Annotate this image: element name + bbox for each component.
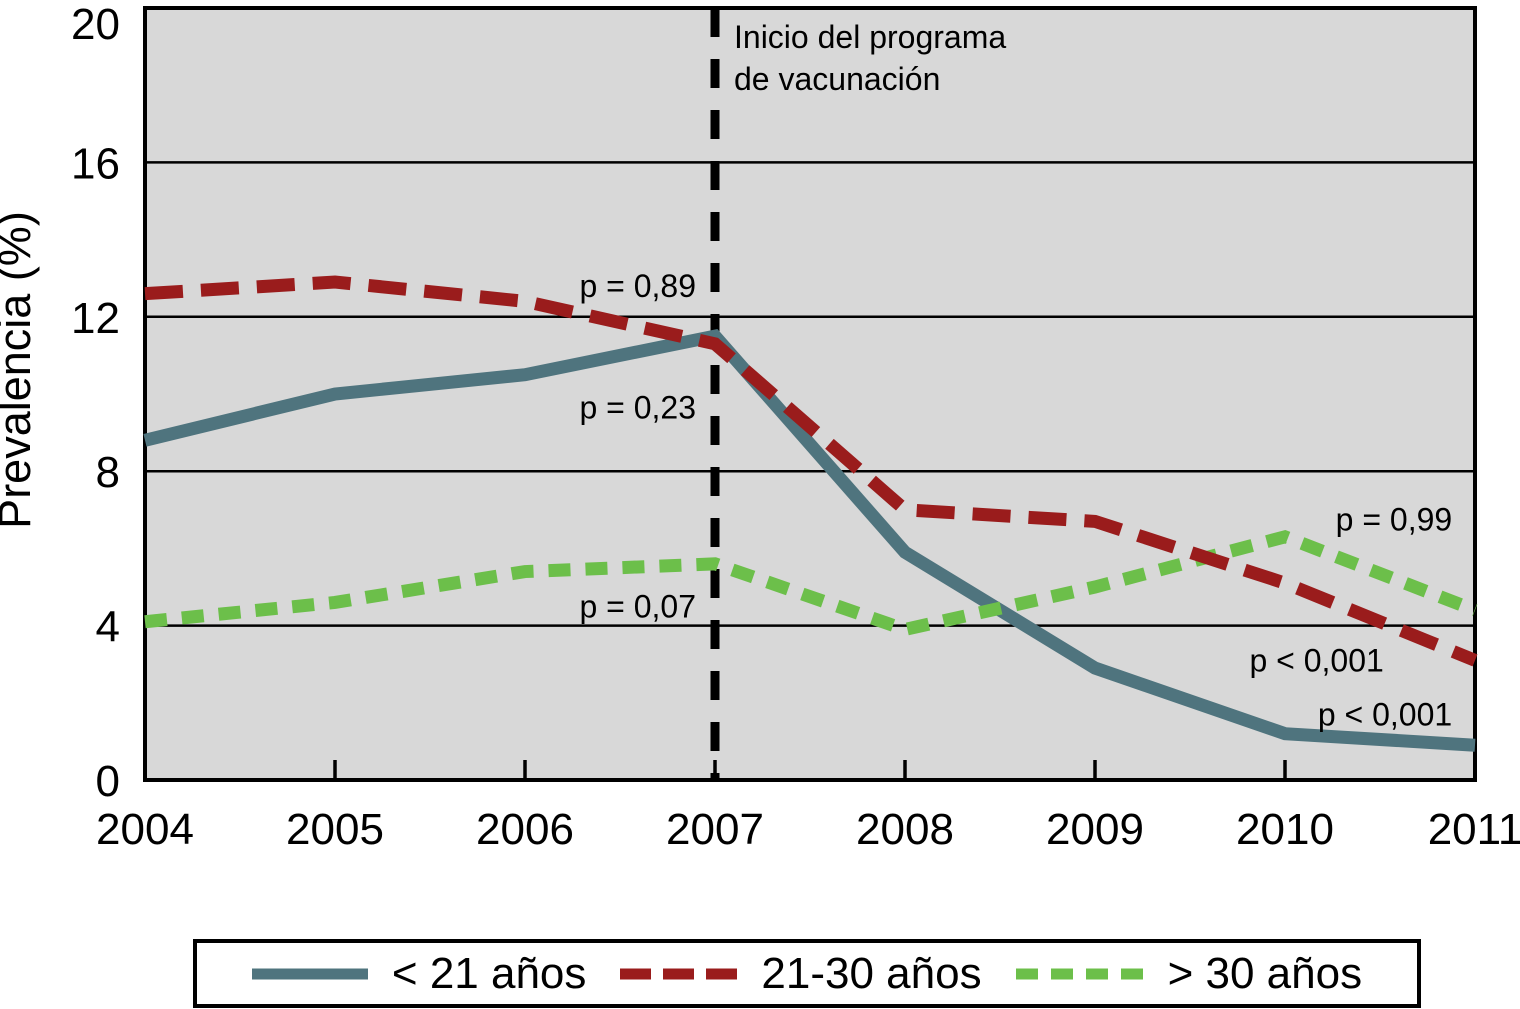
series-line-under-21	[143, 328, 1476, 752]
y-tick-label: 16	[71, 139, 120, 188]
y-tick-label: 20	[71, 0, 120, 49]
chart-legend: < 21 años 21-30 años > 30 años	[193, 939, 1421, 1008]
legend-swatch-solid-line-icon	[251, 968, 368, 979]
legend-label-under-21: < 21 años	[391, 948, 587, 998]
legend-item-21-30: 21-30 años	[620, 948, 982, 998]
vaccination-start-label: de vacunación	[734, 61, 940, 97]
legend-label-21-30: 21-30 años	[761, 948, 982, 998]
x-tick-label: 2010	[1236, 805, 1334, 854]
x-tick-label: 2007	[666, 805, 764, 854]
annotation-p-value: p = 0,07	[579, 588, 696, 624]
x-tick-label: 2004	[96, 805, 194, 854]
legend-swatch-dashed-line-icon	[620, 968, 738, 979]
series-line-21-30	[144, 275, 1478, 667]
x-tick-label: 2005	[286, 805, 384, 854]
annotation-p-value: p < 0,001	[1318, 696, 1452, 732]
legend-swatch-short-dashed-line-icon	[1015, 968, 1144, 979]
x-tick-label: 2011	[1428, 805, 1520, 854]
legend-label-over-30: > 30 años	[1167, 948, 1363, 998]
annotation-p-value: p = 0,23	[579, 390, 696, 426]
y-tick-label: 4	[96, 603, 120, 652]
annotation-p-value: p = 0,89	[579, 268, 696, 304]
x-tick-label: 2006	[476, 805, 574, 854]
annotation-p-value: p < 0,001	[1249, 642, 1383, 678]
vaccination-start-label: Inicio del programa	[734, 19, 1006, 55]
y-tick-label: 12	[71, 294, 120, 343]
y-tick-label: 0	[96, 757, 120, 806]
legend-item-over-30: > 30 años	[1015, 948, 1363, 998]
y-tick-label: 8	[96, 448, 120, 497]
annotation-p-value: p = 0,99	[1336, 501, 1453, 537]
x-tick-label: 2009	[1046, 805, 1144, 854]
y-axis-title: Prevalencia (%)	[0, 211, 40, 529]
x-tick-label: 2008	[856, 805, 954, 854]
series-line-over-30	[144, 529, 1478, 637]
legend-item-under-21: < 21 años	[251, 948, 587, 998]
